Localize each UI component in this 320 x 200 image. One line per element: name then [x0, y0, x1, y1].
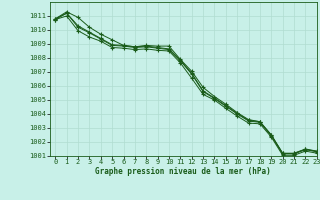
- X-axis label: Graphe pression niveau de la mer (hPa): Graphe pression niveau de la mer (hPa): [95, 167, 271, 176]
